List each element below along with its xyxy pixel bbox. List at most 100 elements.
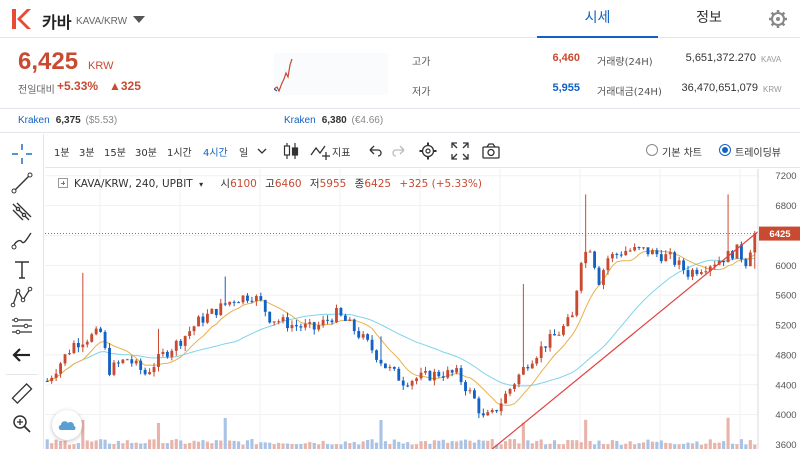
- candle-body: [157, 353, 160, 367]
- candle-body: [682, 260, 685, 271]
- candle-body: [290, 325, 294, 329]
- legend-symbol: KAVA/KRW, 240, UPBIT: [74, 178, 193, 190]
- candle-body: [740, 244, 743, 260]
- volume-bar: [601, 444, 606, 449]
- candle-body: [108, 347, 111, 375]
- tab-price[interactable]: 시세: [537, 0, 658, 38]
- candle-body: [588, 251, 592, 253]
- interval-day[interactable]: 일: [239, 148, 249, 159]
- high-value: 6,460: [552, 52, 580, 64]
- candle-body: [85, 341, 89, 345]
- volume-bar: [232, 440, 236, 449]
- arrow-left-icon[interactable]: [10, 344, 34, 366]
- candle-body: [237, 302, 240, 304]
- candle-body: [428, 371, 432, 381]
- add-symbol-icon[interactable]: [58, 178, 68, 188]
- volume-bar: [179, 440, 183, 449]
- volume-bar: [241, 444, 245, 449]
- candle-body: [352, 319, 356, 332]
- price-unit: KRW: [88, 60, 114, 72]
- interval-4h[interactable]: 4시간: [203, 148, 228, 159]
- candle-body: [753, 233, 757, 253]
- volume-bar: [637, 443, 641, 449]
- pattern-tool-icon[interactable]: [10, 286, 34, 308]
- candle-body: [232, 301, 236, 303]
- fullscreen-icon[interactable]: [450, 141, 470, 161]
- settings-gear-icon[interactable]: [418, 141, 438, 161]
- tab-info[interactable]: 정보: [696, 10, 722, 26]
- price-axis-tick: 4400: [775, 380, 796, 391]
- exchange-sub: (€4.66): [351, 115, 384, 126]
- candle-body: [735, 244, 739, 259]
- interval-30m[interactable]: 30분: [135, 148, 157, 159]
- basic-chart-label[interactable]: 기본 차트: [662, 148, 702, 159]
- candle-body: [312, 322, 316, 330]
- price-axis-tick: 5200: [775, 321, 796, 332]
- candle-body: [713, 264, 717, 267]
- exchange-item[interactable]: Kraken 6,375 ($5.53): [18, 110, 117, 132]
- candle-body: [72, 342, 76, 354]
- candle-body: [357, 331, 361, 338]
- volume-bar: [183, 443, 187, 449]
- camera-icon[interactable]: [481, 141, 501, 161]
- cloud-save-button[interactable]: [52, 410, 82, 440]
- candle-body: [326, 319, 329, 321]
- zoom-in-icon[interactable]: [10, 413, 34, 435]
- candle-body: [94, 328, 98, 335]
- volume-bar: [566, 439, 570, 449]
- candlestick-chart[interactable]: 7200680064006000560052004800440040003600…: [45, 169, 800, 449]
- tradingview-radio[interactable]: [719, 144, 731, 156]
- trend-line-icon[interactable]: [10, 172, 34, 194]
- legend-low: 5955: [319, 178, 347, 190]
- candle-body: [508, 388, 512, 394]
- measure-tool-icon[interactable]: [10, 315, 34, 337]
- basic-chart-radio[interactable]: [646, 144, 658, 156]
- text-tool-icon[interactable]: [10, 258, 34, 280]
- candle-body: [343, 315, 347, 321]
- candle-style-icon[interactable]: [281, 141, 301, 161]
- tradingview-label[interactable]: 트레이딩뷰: [735, 148, 781, 159]
- volume-bar: [99, 439, 103, 449]
- interval-1h[interactable]: 1시간: [167, 148, 192, 159]
- exchange-name: Kraken: [18, 115, 50, 126]
- candle-body: [54, 373, 58, 378]
- volume-bar: [699, 444, 703, 449]
- interval-15m[interactable]: 15분: [104, 148, 126, 159]
- indicator-label[interactable]: 지표: [332, 148, 351, 159]
- coin-name: 카바: [42, 13, 72, 32]
- interval-1m[interactable]: 1분: [54, 148, 70, 159]
- volume-bar: [455, 441, 459, 449]
- chart-toolbar: 1분 3분 15분 30분 1시간 4시간 일 지표 기본 차트 트레이딩뷰: [45, 134, 800, 168]
- indicator-icon[interactable]: [310, 141, 330, 161]
- candle-body: [406, 385, 410, 387]
- volume-bar: [281, 443, 285, 449]
- undo-icon[interactable]: [365, 141, 385, 161]
- coin-select-chevron-down-icon[interactable]: [133, 16, 145, 23]
- volume-bar: [557, 444, 561, 449]
- candle-body: [50, 377, 54, 382]
- gear-icon[interactable]: [768, 9, 788, 29]
- exchange-item[interactable]: Kraken 6,380 (€4.66): [284, 110, 383, 132]
- fib-tool-icon[interactable]: [10, 200, 34, 222]
- legend-caret[interactable]: ▾: [199, 180, 204, 189]
- legend-close: 6425: [364, 178, 392, 190]
- exchange-price: 6,375: [55, 115, 81, 126]
- volume-bar: [294, 444, 298, 449]
- brush-icon[interactable]: [10, 229, 34, 251]
- crosshair-icon[interactable]: [10, 143, 34, 165]
- candle-body: [517, 374, 521, 385]
- candle-body: [246, 295, 249, 301]
- legend-open-label: 시: [220, 178, 231, 190]
- candle-body: [610, 253, 614, 259]
- interval-3m[interactable]: 3분: [79, 148, 95, 159]
- volume-bar: [432, 440, 436, 449]
- volume-bar: [107, 443, 112, 449]
- candle-body: [655, 250, 659, 255]
- volume-bar: [85, 440, 89, 449]
- volume-bar: [481, 440, 485, 449]
- redo-icon[interactable]: [389, 141, 409, 161]
- candle-body: [361, 334, 365, 338]
- ruler-icon[interactable]: [10, 383, 34, 405]
- candle-body: [553, 334, 556, 336]
- chevron-down-icon[interactable]: [255, 141, 269, 161]
